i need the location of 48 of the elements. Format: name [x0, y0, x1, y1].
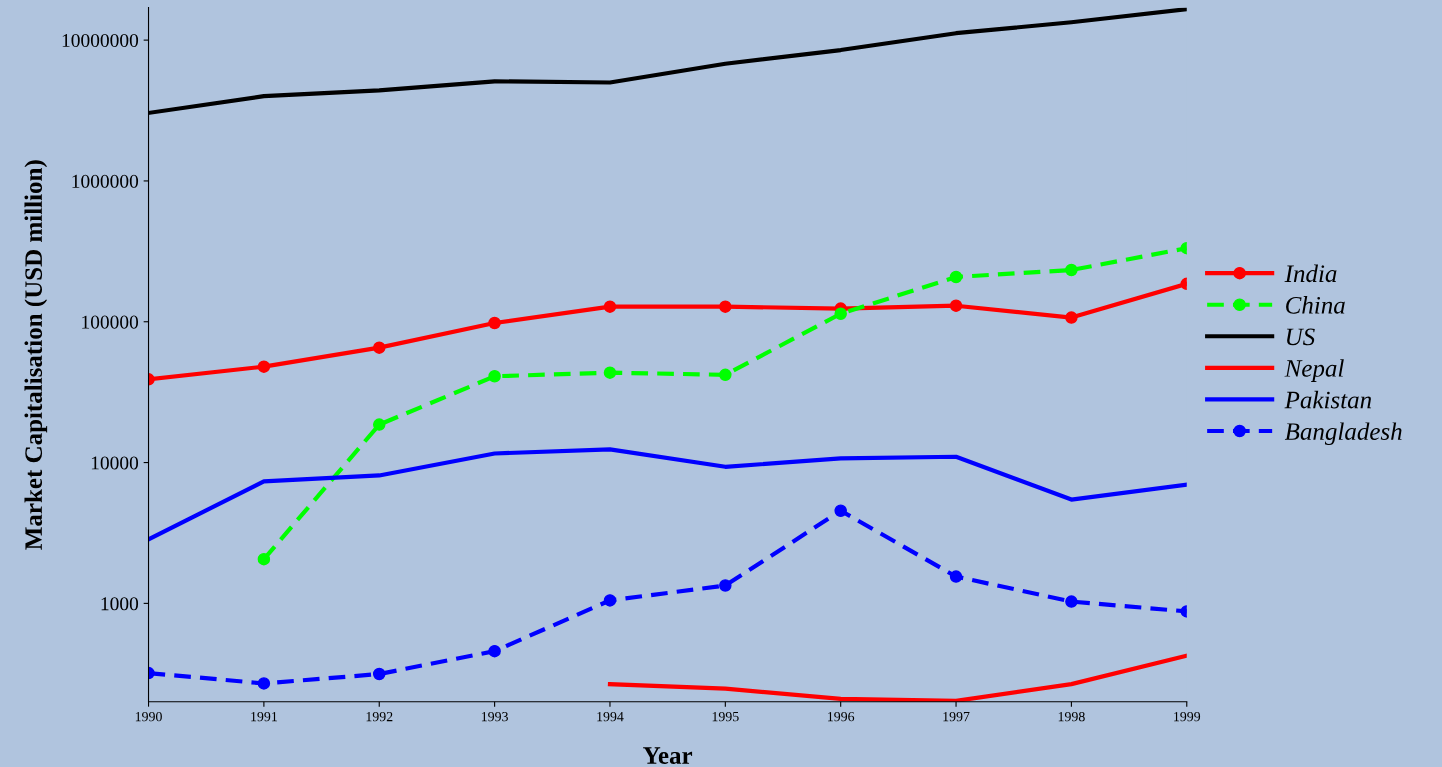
x-tick-label: 1990	[135, 711, 162, 722]
point	[1065, 595, 1078, 608]
legend-label: Nepal	[1284, 359, 1344, 382]
legend-label: China	[1286, 296, 1345, 314]
point	[257, 677, 271, 690]
x-tick-label: 1993	[481, 711, 508, 722]
point	[372, 341, 386, 354]
x-tick-label: 1995	[712, 711, 739, 722]
point	[834, 504, 847, 517]
x-axis-title: Year	[643, 747, 693, 764]
point	[488, 370, 501, 383]
x-tick-label: 1998	[1058, 711, 1085, 722]
point	[719, 368, 732, 382]
y-tick-label: 1000000	[72, 174, 139, 188]
x-tick-label: 1996	[828, 711, 855, 722]
x-tick-label: 1992	[366, 711, 393, 722]
point	[949, 270, 963, 284]
x-tick-label: 1999	[1174, 711, 1201, 722]
y-tick-label: 1000	[101, 597, 139, 611]
legend-label: Bangladesh	[1284, 422, 1402, 446]
legend-label: India	[1284, 264, 1337, 283]
point	[372, 667, 386, 681]
point	[372, 418, 386, 431]
x-tick-label: 1991	[251, 711, 277, 722]
point	[1065, 263, 1078, 277]
line-series	[148, 447, 1187, 542]
y-tick-label: 10000000	[62, 33, 139, 48]
point	[603, 594, 617, 607]
y-axis-title: Market Capitalisation (USD million)	[24, 160, 48, 550]
point	[603, 366, 617, 379]
point	[257, 552, 271, 566]
point	[257, 360, 271, 373]
point	[949, 299, 963, 312]
y-tick-label: 10000	[91, 456, 139, 470]
line-series	[607, 653, 1187, 702]
legend-label: Pakistan	[1284, 390, 1372, 409]
legend-label: US	[1286, 328, 1315, 346]
y-tick-label: 100000	[82, 315, 139, 329]
x-tick-label: 1994	[597, 711, 624, 722]
point	[949, 570, 963, 583]
point	[719, 300, 732, 313]
point	[488, 316, 501, 330]
point	[488, 644, 501, 658]
point	[603, 300, 617, 313]
point	[834, 307, 847, 320]
point	[719, 579, 732, 592]
point	[1065, 311, 1078, 324]
x-tick-label: 1997	[943, 711, 970, 722]
